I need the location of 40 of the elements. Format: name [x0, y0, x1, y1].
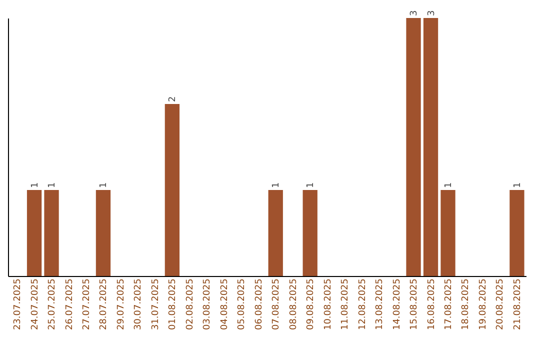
x-tick-label: 31.07.2025	[150, 278, 161, 330]
x-tick-label: 18.08.2025	[461, 278, 472, 330]
x-tick-label: 15.08.2025	[410, 278, 420, 330]
x-tick-label: 26.07.2025	[64, 278, 75, 330]
x-tick-label: 04.08.2025	[220, 278, 230, 330]
x-tick-label: 25.07.2025	[48, 278, 58, 330]
data-label: 1	[272, 182, 282, 188]
x-tick-label: 02.08.2025	[185, 278, 196, 330]
x-tick-label: 14.08.2025	[392, 278, 402, 330]
x-tick-label: 05.08.2025	[237, 278, 248, 330]
data-label: 1	[99, 182, 110, 188]
x-tick-label: 06.08.2025	[254, 278, 264, 330]
data-label: 3	[426, 10, 437, 16]
x-tick-label: 28.07.2025	[99, 278, 110, 330]
x-tick-label: 24.07.2025	[30, 278, 40, 330]
x-tick-label: 23.07.2025	[13, 278, 24, 330]
x-tick-label: 08.08.2025	[288, 278, 299, 330]
x-tick-label: 07.08.2025	[272, 278, 282, 330]
x-tick-label: 16.08.2025	[426, 278, 437, 330]
x-tick-label: 30.07.2025	[134, 278, 144, 330]
x-tick-label: 27.07.2025	[82, 278, 92, 330]
x-tick-label: 03.08.2025	[202, 278, 213, 330]
x-tick-label: 10.08.2025	[323, 278, 334, 330]
x-tick-label: 11.08.2025	[340, 278, 351, 330]
data-label: 1	[444, 182, 454, 188]
x-tick-label: 19.08.2025	[478, 278, 488, 330]
x-tick-label: 21.08.2025	[512, 278, 523, 330]
x-tick-label: 17.08.2025	[444, 278, 454, 330]
x-tick-label: 29.07.2025	[116, 278, 126, 330]
x-tick-label: 13.08.2025	[375, 278, 386, 330]
x-tick-label: 01.08.2025	[168, 278, 178, 330]
x-tick-label: 20.08.2025	[496, 278, 506, 330]
x-tick-label: 09.08.2025	[306, 278, 316, 330]
data-label: 2	[168, 96, 178, 102]
data-label: 1	[512, 182, 523, 188]
data-label: 1	[306, 182, 316, 188]
data-label: 3	[410, 10, 420, 16]
data-label: 1	[30, 182, 40, 188]
data-label: 1	[48, 182, 58, 188]
x-tick-label: 12.08.2025	[358, 278, 368, 330]
